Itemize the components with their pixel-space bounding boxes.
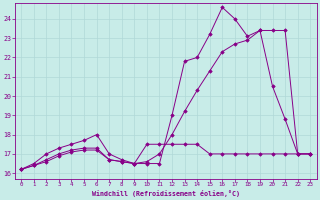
X-axis label: Windchill (Refroidissement éolien,°C): Windchill (Refroidissement éolien,°C) <box>92 190 240 197</box>
